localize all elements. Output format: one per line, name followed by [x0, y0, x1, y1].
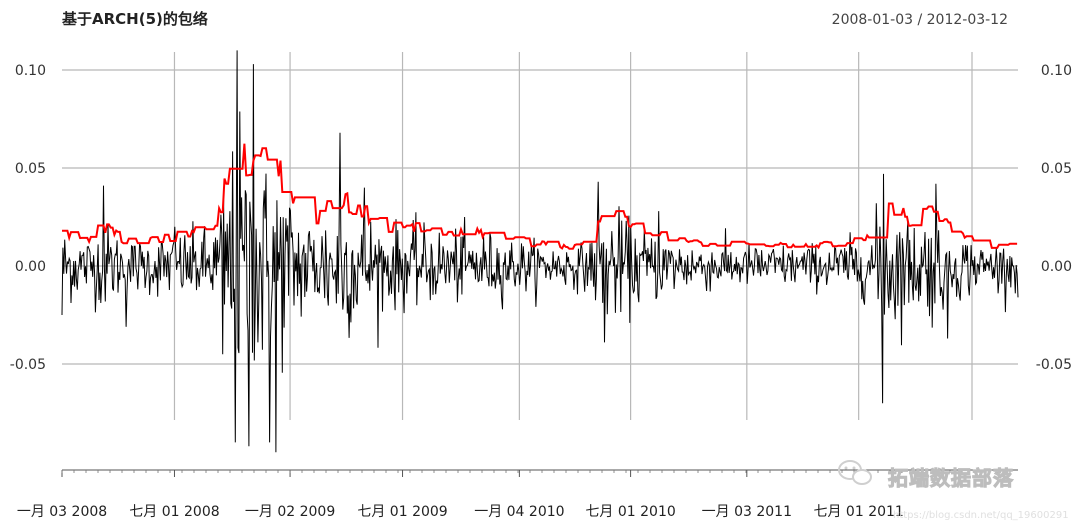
y-tick-label-left: 0.10: [15, 63, 46, 79]
y-tick-label-right: 0.05: [1041, 161, 1072, 177]
y-tick-label-right: -0.05: [1036, 357, 1072, 373]
envelope-line: [62, 143, 1018, 250]
date-range-label: 2008-01-03 / 2012-03-12: [832, 12, 1008, 28]
x-tick-label: 一月 02 2009: [245, 504, 335, 520]
grid-lines: [62, 52, 1018, 420]
watermark: 拓端数据部落 https://blog.csdn.net/qq_19600291: [838, 460, 1069, 521]
x-tick-label: 一月 04 2010: [474, 504, 564, 520]
x-tick-label: 七月 01 2008: [129, 504, 219, 520]
watermark-url: https://blog.csdn.net/qq_19600291: [893, 510, 1069, 521]
chart-title: 基于ARCH(5)的包络: [61, 10, 208, 28]
y-tick-label-right: 0.00: [1041, 259, 1072, 275]
x-tick-label: 一月 03 2008: [17, 504, 107, 520]
y-axis-left: 0.10 0.05 0.00 -0.05: [10, 63, 46, 373]
returns-line: [61, 50, 1019, 453]
returns-series: [61, 50, 1019, 453]
wechat-icon: [838, 460, 872, 485]
x-tick-label: 七月 01 2009: [357, 504, 447, 520]
y-tick-label-left: 0.00: [15, 259, 46, 275]
x-tick-label: 七月 01 2010: [585, 504, 675, 520]
y-tick-label-left: 0.05: [15, 161, 46, 177]
x-tick-label: 一月 03 2011: [702, 504, 792, 520]
y-tick-label-right: 0.10: [1041, 63, 1072, 79]
x-tick-label: 七月 01 2011: [813, 504, 903, 520]
watermark-text: 拓端数据部落: [888, 466, 1014, 490]
envelope-series: [62, 143, 1018, 250]
y-axis-right: 0.10 0.05 0.00 -0.05: [1036, 63, 1072, 373]
y-tick-label-left: -0.05: [10, 357, 46, 373]
